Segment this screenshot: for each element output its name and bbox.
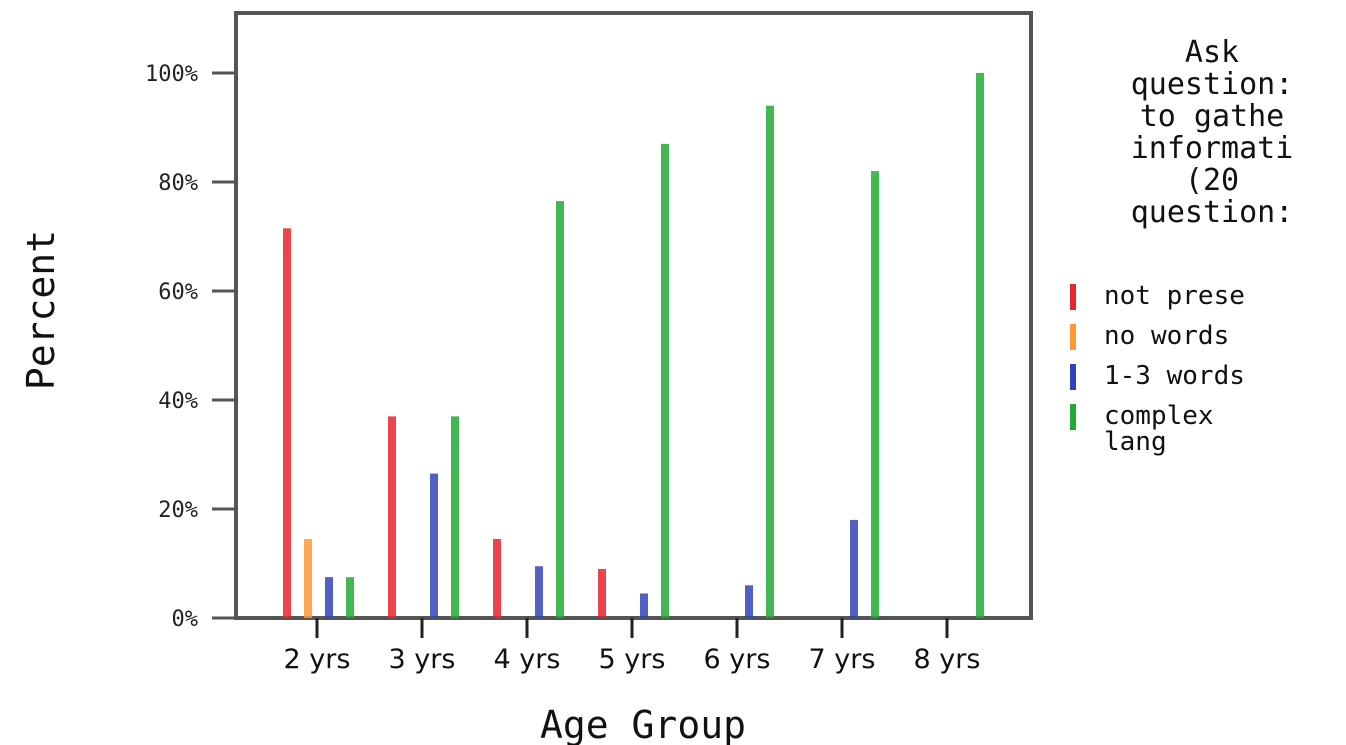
- x-axis-title: Age Group: [540, 703, 746, 745]
- legend-label: no words: [1104, 321, 1229, 351]
- bar-complex-lang: [556, 201, 564, 618]
- x-tick-label: 2 yrs: [284, 644, 351, 675]
- y-tick-label: 0%: [172, 607, 199, 632]
- bar-complex-lang: [766, 105, 774, 618]
- bar-1-3-words: [325, 577, 333, 618]
- x-tick-label: 7 yrs: [809, 644, 876, 675]
- legend-title-line: question:: [1131, 195, 1294, 230]
- x-tick-label: 3 yrs: [389, 644, 456, 675]
- bar-not-present: [283, 228, 291, 618]
- x-tick-label: 4 yrs: [494, 644, 561, 675]
- y-axis-title: Percent: [19, 230, 63, 390]
- legend-label: lang: [1104, 427, 1167, 457]
- bar-1-3-words: [535, 566, 543, 618]
- x-tick-label: 8 yrs: [914, 644, 981, 675]
- legend-swatch: [1070, 284, 1076, 310]
- y-tick-label: 20%: [158, 498, 198, 523]
- bar-1-3-words: [850, 519, 858, 618]
- x-axis: 2 yrs 3 yrs 4 yrs 5 yrs 6 yrs 7 yrs 8 yrs: [284, 618, 981, 675]
- legend-title-line: to gathe: [1140, 99, 1285, 134]
- y-tick-label: 60%: [158, 280, 198, 305]
- legend-swatch: [1070, 364, 1076, 390]
- bar-no-words: [304, 538, 312, 618]
- legend-title-line: question:: [1131, 67, 1294, 102]
- bar-complex-lang: [451, 416, 459, 618]
- legend-swatch: [1070, 404, 1076, 430]
- bar-not-present: [493, 538, 501, 618]
- y-axis: 0% 20% 40% 60% 80% 100%: [145, 62, 236, 632]
- x-tick-label: 5 yrs: [599, 644, 666, 675]
- legend-label: not prese: [1104, 281, 1245, 311]
- y-tick-label: 100%: [145, 62, 198, 87]
- y-tick-label: 40%: [158, 389, 198, 414]
- bar-complex-lang: [976, 73, 984, 618]
- plot-frame: [234, 11, 1033, 620]
- x-tick-label: 6 yrs: [704, 644, 771, 675]
- legend-title-line: (20: [1185, 163, 1239, 198]
- y-tick-label: 80%: [158, 171, 198, 196]
- bar-not-present: [388, 416, 396, 618]
- bar-not-present: [598, 568, 606, 618]
- legend-label: 1-3 words: [1104, 361, 1245, 391]
- legend-title-line: Ask: [1185, 35, 1239, 70]
- legend-label: complex: [1104, 401, 1214, 431]
- bar-1-3-words: [745, 585, 753, 618]
- bar-1-3-words: [430, 473, 438, 618]
- bar-complex-lang: [871, 171, 879, 618]
- bar-complex-lang: [661, 143, 669, 618]
- bars: [283, 73, 984, 618]
- bar-1-3-words: [640, 593, 648, 618]
- legend-swatch: [1070, 324, 1076, 350]
- legend-title-line: informati: [1131, 131, 1294, 166]
- bar-complex-lang: [346, 577, 354, 618]
